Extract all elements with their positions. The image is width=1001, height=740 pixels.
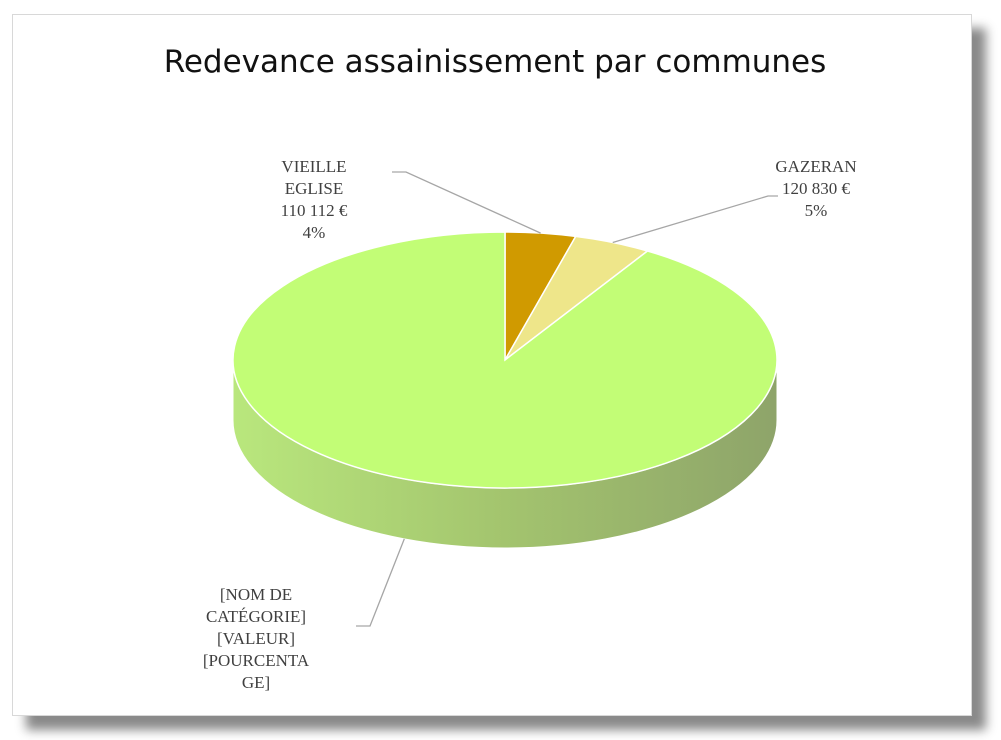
label-line: 120 830 €	[782, 179, 850, 198]
chart-title: Redevance assainissement par communes	[164, 44, 827, 80]
label-line: 110 112 €	[280, 201, 348, 220]
data-label: [NOM DE CATÉGORIE] [VALEUR] [POURCENTAGE]	[200, 584, 312, 694]
leader-line	[612, 195, 778, 244]
label-line: 5%	[804, 201, 828, 220]
label-line: VIEILLE EGLISE	[281, 157, 347, 198]
slice	[232, 231, 778, 489]
label-line: GAZERAN	[775, 157, 857, 176]
data-label: GAZERAN 120 830 € 5%	[760, 156, 872, 222]
label-line: [NOM DE CATÉGORIE]	[205, 585, 307, 626]
label-line: [POURCENTAGE]	[202, 651, 310, 692]
leader-line	[392, 171, 541, 234]
label-line: [VALEUR]	[216, 629, 296, 648]
data-label: VIEILLE EGLISE 110 112 € 4%	[258, 156, 370, 244]
label-line: 4%	[302, 223, 326, 242]
leader-line	[356, 538, 405, 627]
